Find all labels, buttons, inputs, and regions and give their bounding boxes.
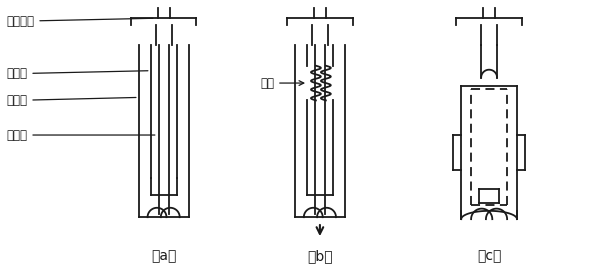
Text: （a）: （a） xyxy=(151,249,176,263)
Text: 消弧棒: 消弧棒 xyxy=(7,67,148,80)
Text: 消弧管: 消弧管 xyxy=(7,94,136,107)
Text: 电弧: 电弧 xyxy=(260,76,304,90)
Text: （b）: （b） xyxy=(307,249,332,263)
Text: 燕丝管: 燕丝管 xyxy=(7,128,155,142)
Text: 上部电极: 上部电极 xyxy=(7,15,153,28)
Text: （c）: （c） xyxy=(477,249,501,263)
